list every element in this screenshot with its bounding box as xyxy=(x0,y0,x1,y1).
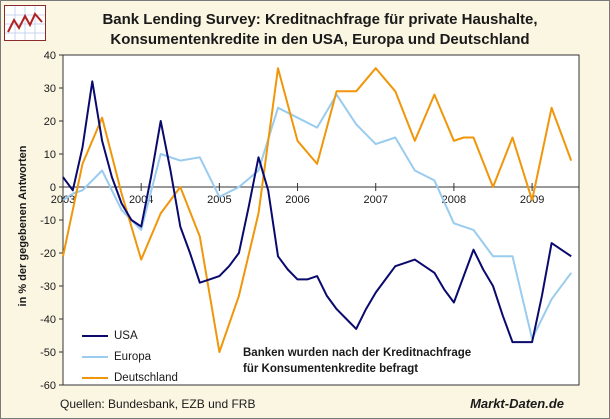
legend-label-deutschland: Deutschland xyxy=(114,371,178,384)
source-note: Quellen: Bundesbank, EZB und FRB xyxy=(60,397,256,411)
legend-swatch-deutschland xyxy=(82,376,108,379)
y-tick-label: -40 xyxy=(40,314,56,326)
y-tick-label: -50 xyxy=(40,347,56,359)
brand-label: Markt-Daten.de xyxy=(470,396,564,411)
y-tick-label: -30 xyxy=(40,281,56,293)
legend-item-europa: Europa xyxy=(82,346,178,367)
title-line-1: Bank Lending Survey: Kreditnachfrage für… xyxy=(102,11,538,28)
y-tick-label: -10 xyxy=(40,215,56,227)
y-tick-label: -60 xyxy=(40,380,56,392)
series-line-usa xyxy=(62,80,572,344)
series-line-deutschland xyxy=(62,67,573,353)
legend-item-usa: USA xyxy=(82,325,178,346)
legend-item-deutschland: Deutschland xyxy=(82,367,178,388)
y-tick-label: 20 xyxy=(44,116,56,128)
legend-label-europa: Europa xyxy=(114,350,152,363)
chart-annotation: Banken wurden nach der Kreditnachfrage f… xyxy=(243,345,471,377)
x-tick-label: 2006 xyxy=(285,194,309,206)
y-tick-label: -20 xyxy=(40,248,56,260)
title-line-2: Konsumentenkredite in den USA, Europa un… xyxy=(110,31,530,48)
chart-title: Bank Lending Survey: Kreditnachfrage für… xyxy=(60,10,580,50)
plot-area xyxy=(62,54,580,386)
x-tick-label: 2005 xyxy=(207,194,231,206)
x-tick-label: 2008 xyxy=(442,194,466,206)
annotation-line-1: Banken wurden nach der Kreditnachfrage xyxy=(243,347,472,359)
y-tick-label: 40 xyxy=(44,50,56,62)
y-axis-ticks: 40 30 20 10 0 -10 -20 -30 -40 -50 -60 xyxy=(40,50,63,392)
legend-swatch-usa xyxy=(82,334,108,337)
y-tick-label: 30 xyxy=(44,83,56,95)
y-tick-label: 10 xyxy=(44,149,56,161)
legend-swatch-europa xyxy=(82,355,108,358)
y-tick-label: 0 xyxy=(50,182,56,194)
annotation-line-2: für Konsumentenkredite befragt xyxy=(243,363,419,375)
legend: USA Europa Deutschland xyxy=(82,325,178,388)
market-logo-icon xyxy=(4,5,46,41)
series-lines xyxy=(62,67,573,353)
x-tick-label: 2007 xyxy=(363,194,387,206)
legend-label-usa: USA xyxy=(114,329,138,342)
